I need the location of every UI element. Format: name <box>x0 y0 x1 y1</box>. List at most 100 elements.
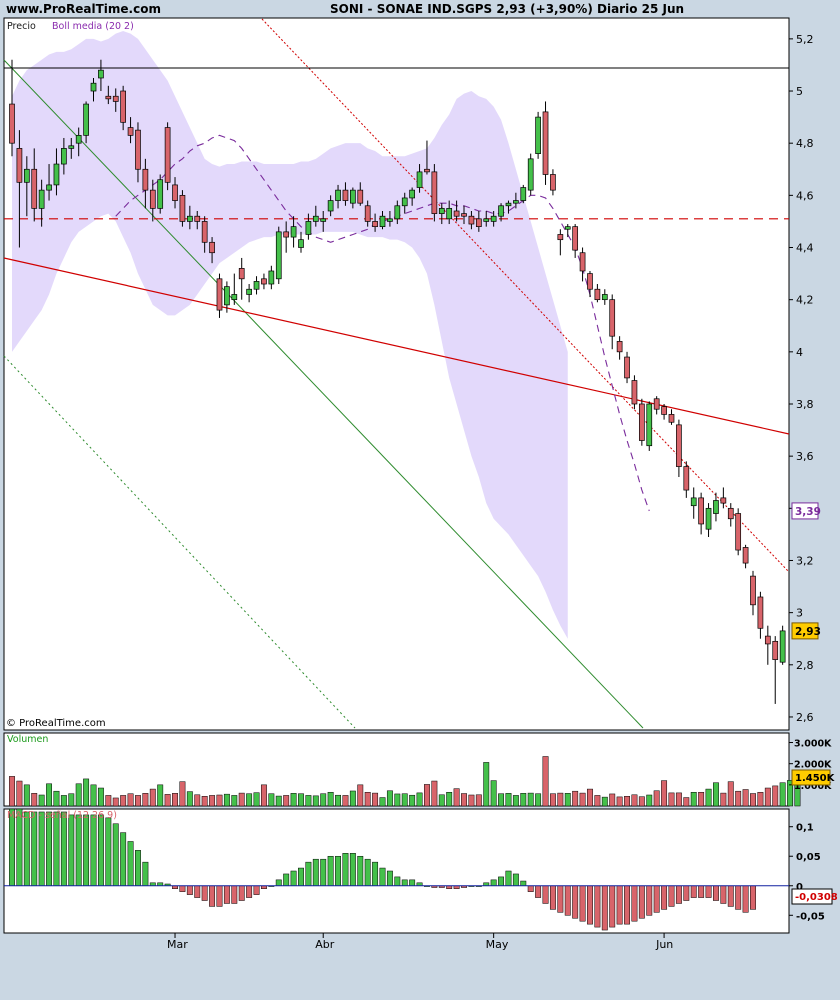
volume-bar-31 <box>238 792 245 807</box>
macd-bar-2 <box>23 811 30 887</box>
candle-53 <box>401 192 408 214</box>
candle-body <box>594 288 601 301</box>
candle-93 <box>698 492 704 535</box>
chart-header: www.ProRealTime.com SONI - SONAE IND.SGP… <box>0 0 840 18</box>
macd-bar-15 <box>120 832 127 887</box>
candle-79 <box>594 284 601 303</box>
candle-34 <box>261 273 267 290</box>
volume-bar-64 <box>483 762 490 807</box>
macd-bar-46 <box>349 853 356 887</box>
volume-bar-5 <box>46 783 52 807</box>
candle-68 <box>513 192 519 209</box>
volume-bar-14 <box>112 797 119 807</box>
candle-97 <box>727 503 734 527</box>
macd-bar-54 <box>409 879 416 887</box>
macd-bar-73 <box>549 885 556 910</box>
volume-bar-33 <box>253 792 260 807</box>
candle-11 <box>90 77 97 102</box>
volume-bar-49 <box>372 792 379 807</box>
candle-body <box>275 231 282 280</box>
watermark: © ProRealTime.com <box>6 718 106 729</box>
candle-body <box>557 234 564 241</box>
candle-80 <box>601 289 608 305</box>
macd-bar-40 <box>305 861 312 887</box>
candle-98 <box>735 508 742 556</box>
price-panel[interactable]: Precio Boll media (20 2) © ProRealTime.com… <box>3 17 821 731</box>
candle-89 <box>668 409 675 425</box>
macd-bar-23 <box>179 885 186 892</box>
candle-13 <box>105 85 112 105</box>
macd-last-box <box>791 888 833 905</box>
volume-bar-72 <box>542 756 549 807</box>
candle-90 <box>676 419 682 478</box>
volume-bar-27 <box>209 795 216 807</box>
volume-bar-90 <box>675 792 682 807</box>
volume-bar-17 <box>135 795 141 807</box>
volume-bar-50 <box>379 797 386 807</box>
candle-body <box>757 596 764 629</box>
macd-bar-28 <box>216 885 223 907</box>
macd-bar-30 <box>231 885 238 904</box>
candle-body <box>90 82 97 92</box>
volume-bar-52 <box>394 793 401 807</box>
macd-bar-85 <box>638 885 645 919</box>
volume-bar-3 <box>31 793 38 807</box>
volume-bar-63 <box>475 794 482 807</box>
bollinger-band <box>12 31 568 639</box>
macd-bar-67 <box>505 870 512 887</box>
macd-tick-label: 0,05 <box>796 852 821 863</box>
candle-body <box>23 168 30 183</box>
volume-bar-23 <box>179 781 186 807</box>
macd-bar-11 <box>90 814 97 887</box>
macd-panel[interactable]: MACD - señal (12 26 9) 0,1 0,05 0 -0,05 -0,03… <box>3 808 838 934</box>
macd-tick-label: 0,1 <box>796 823 814 834</box>
candle-body <box>320 218 327 222</box>
candle-96 <box>720 487 727 509</box>
macd-bar-95 <box>713 885 719 901</box>
volume-bar-21 <box>164 794 171 807</box>
candle-77 <box>579 247 586 282</box>
volume-bar-12 <box>97 787 104 807</box>
macd-bar-79 <box>594 885 601 928</box>
macd-bar-49 <box>372 861 379 887</box>
candle-body <box>98 69 104 79</box>
price-tick-label: 3,6 <box>796 450 814 463</box>
candle-103 <box>772 636 779 704</box>
candle-27 <box>209 237 215 264</box>
candle-24 <box>186 205 193 230</box>
candle-body <box>364 205 371 222</box>
volume-bar-83 <box>624 796 630 807</box>
candle-body <box>312 215 319 222</box>
candle-71 <box>535 111 541 159</box>
site-name: www.ProRealTime.com <box>6 2 161 16</box>
candle-70 <box>527 153 534 196</box>
macd-last-value: -0,0308 <box>795 892 838 903</box>
candle-body <box>468 215 475 225</box>
candle-body <box>520 187 527 201</box>
macd-bar-72 <box>542 885 549 904</box>
candle-body <box>698 497 704 525</box>
candle-body <box>601 294 608 301</box>
candle-body <box>335 189 341 201</box>
price-tick-label: 3,2 <box>796 554 814 567</box>
macd-bar-90 <box>675 885 682 904</box>
macd-bar-91 <box>683 885 690 901</box>
candle-6 <box>53 148 60 196</box>
candle-body <box>16 148 23 183</box>
candle-body <box>661 406 667 415</box>
candle-body <box>9 103 15 144</box>
candle-body <box>735 513 742 551</box>
candle-30 <box>231 273 238 305</box>
macd-bar-45 <box>342 853 349 887</box>
volume-bar-94 <box>705 788 712 807</box>
macd-bar-18 <box>142 861 149 887</box>
candle-48 <box>364 200 371 227</box>
candle-64 <box>483 210 490 227</box>
candle-body <box>350 189 356 204</box>
volume-bar-57 <box>431 780 438 807</box>
macd-bar-52 <box>394 876 401 887</box>
candle-63 <box>475 210 482 232</box>
macd-bar-6 <box>53 811 60 887</box>
